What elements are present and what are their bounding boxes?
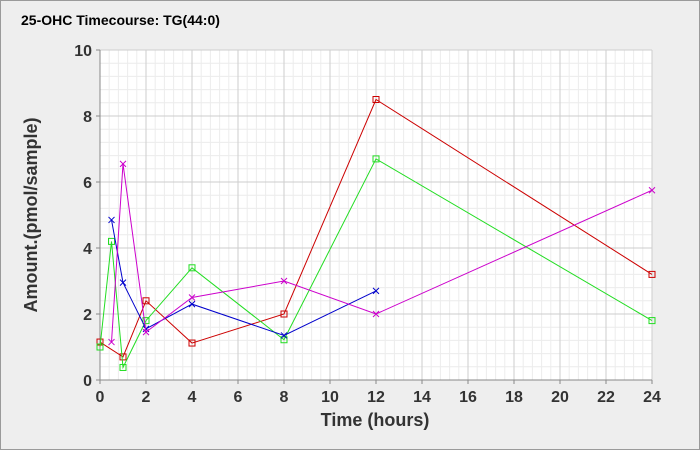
data-point: [280, 332, 288, 339]
x-tick-label: 2: [142, 389, 151, 406]
marker-stroke: [648, 186, 656, 194]
data-point: [119, 363, 127, 371]
data-point: [119, 279, 127, 287]
x-tick-label: 0: [96, 389, 105, 406]
data-point: [188, 339, 196, 347]
series-3: [108, 216, 380, 339]
x-tick-label: 10: [321, 389, 339, 406]
marker-stroke: [188, 294, 196, 301]
marker-stroke: [142, 328, 150, 336]
x-tick-label: 8: [280, 389, 289, 406]
y-tick-label: 0: [83, 373, 92, 390]
marker-stroke: [280, 332, 288, 339]
y-tick-label: 6: [83, 175, 92, 192]
data-point: [188, 264, 196, 272]
marker-stroke: [108, 338, 115, 346]
y-tick-label: 2: [83, 307, 92, 324]
x-tick-label: 14: [413, 389, 431, 406]
data-point: [280, 336, 288, 344]
marker-stroke: [108, 216, 115, 224]
marker-stroke: [372, 287, 380, 295]
series-layer: [96, 96, 656, 371]
data-point: [280, 277, 288, 285]
data-point: [372, 96, 380, 103]
data-point: [372, 155, 380, 163]
data-point: [108, 338, 115, 346]
x-tick-label: 6: [234, 389, 243, 406]
series-line: [99, 158, 653, 370]
data-point: [280, 310, 288, 318]
data-point: [188, 300, 196, 308]
series-2: [96, 155, 656, 371]
y-tick-label: 4: [83, 241, 92, 258]
series-4: [108, 160, 656, 346]
x-tick-label: 16: [459, 389, 477, 406]
marker-stroke: [188, 300, 196, 308]
marker-stroke: [372, 310, 380, 318]
x-tick-label: 24: [643, 389, 661, 406]
data-point: [648, 270, 656, 278]
x-tick-label: 4: [188, 389, 197, 406]
y-tick-label: 10: [74, 43, 92, 60]
data-point: [119, 160, 127, 168]
data-point: [96, 343, 104, 351]
x-tick-label: 12: [367, 389, 385, 406]
grid: [99, 49, 653, 381]
x-tick-label: 22: [597, 389, 615, 406]
x-axis-title: Time (hours): [321, 410, 430, 430]
data-point: [648, 186, 656, 194]
marker-stroke: [280, 277, 288, 285]
y-axis-title: Amount.(pmol/sample): [21, 117, 41, 312]
marker-stroke: [119, 279, 127, 287]
data-point: [142, 317, 150, 325]
chart-title: 25-OHC Timecourse: TG(44:0): [21, 12, 220, 28]
data-point: [142, 297, 150, 305]
data-point: [648, 317, 656, 325]
data-point: [142, 328, 150, 336]
data-point: [372, 287, 380, 295]
series-line: [99, 98, 653, 358]
x-tick-label: 18: [505, 389, 523, 406]
axes: [96, 49, 653, 384]
series-line: [111, 219, 377, 336]
data-point: [119, 353, 127, 361]
x-tick-label: 20: [551, 389, 569, 406]
data-point: [372, 310, 380, 318]
marker-stroke: [119, 160, 127, 168]
data-point: [188, 294, 196, 301]
y-tick-label: 8: [83, 109, 92, 126]
data-point: [108, 237, 115, 245]
data-point: [108, 216, 115, 224]
